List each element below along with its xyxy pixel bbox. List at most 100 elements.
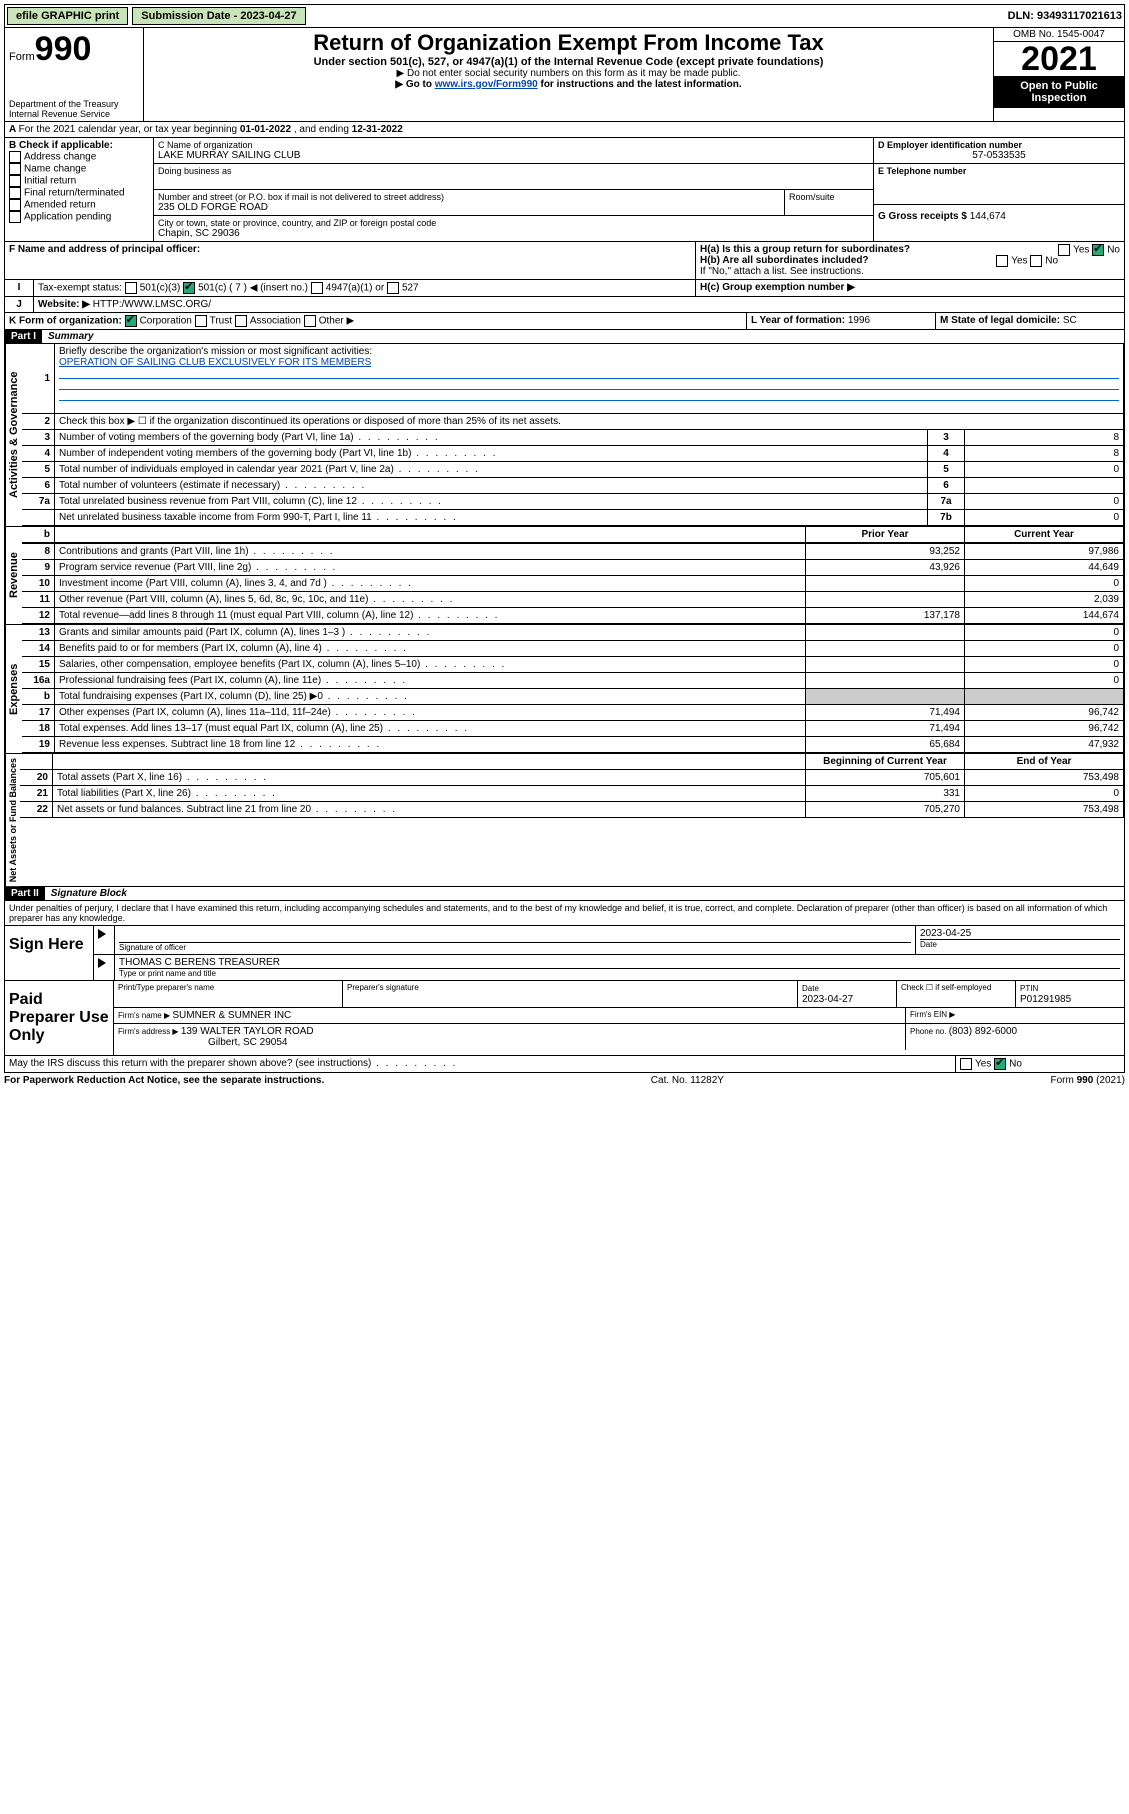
irs-no-label: No — [1009, 1059, 1022, 1070]
gross-receipts: 144,674 — [970, 211, 1006, 222]
check-other[interactable] — [304, 315, 316, 327]
klm-block: K Form of organization: Corporation Trus… — [4, 313, 1125, 330]
form-prefix: Form — [9, 51, 35, 63]
hb-yes[interactable] — [996, 255, 1008, 267]
c-label: C Name of organization — [158, 140, 869, 150]
m-label: M State of legal domicile: — [940, 315, 1063, 326]
check-name-change[interactable] — [9, 163, 21, 175]
ssn-note: ▶ Do not enter social security numbers o… — [150, 68, 987, 79]
table-row: 11Other revenue (Part VIII, column (A), … — [22, 592, 1124, 608]
goto-post: for instructions and the latest informat… — [538, 79, 742, 90]
vert-gov: Activities & Governance — [5, 344, 22, 526]
ha-no[interactable] — [1092, 244, 1104, 256]
table-row: 4Number of independent voting members of… — [22, 446, 1124, 462]
check-501c3[interactable] — [125, 282, 137, 294]
check-final[interactable] — [9, 187, 21, 199]
opt-initial: Initial return — [24, 176, 76, 187]
check-assoc[interactable] — [235, 315, 247, 327]
bcde-block: B Check if applicable: Address change Na… — [4, 138, 1125, 242]
check-501c[interactable] — [183, 282, 195, 294]
hb-no[interactable] — [1030, 255, 1042, 267]
phone-value: (803) 892-6000 — [949, 1026, 1017, 1037]
phone-label: Phone no. — [910, 1027, 949, 1036]
may-irs-row: May the IRS discuss this return with the… — [4, 1056, 1125, 1073]
type-name-label: Type or print name and title — [119, 968, 1120, 978]
hb-note: If "No," attach a list. See instructions… — [700, 266, 1120, 277]
firm-addr-label: Firm's address ▶ — [118, 1027, 181, 1036]
g-label: G Gross receipts $ — [878, 211, 970, 222]
submission-date-button[interactable]: Submission Date - 2023-04-27 — [132, 7, 305, 25]
officer-name: THOMAS C BERENS TREASURER — [119, 957, 1120, 968]
mission-text: OPERATION OF SAILING CLUB EXCLUSIVELY FO… — [59, 357, 371, 368]
no-label2: No — [1045, 256, 1058, 267]
ha-label: H(a) Is this a group return for subordin… — [700, 244, 910, 255]
l2-text: Check this box ▶ ☐ if the organization d… — [55, 414, 1124, 430]
i-4947: 4947(a)(1) or — [326, 283, 384, 294]
check-initial[interactable] — [9, 175, 21, 187]
a-mid: , and ending — [291, 124, 352, 135]
part2-badge: Part II — [5, 887, 45, 900]
ein-value: 57-0533535 — [878, 150, 1120, 161]
check-address-change[interactable] — [9, 151, 21, 163]
ij-block: I Tax-exempt status: 501(c)(3) 501(c) ( … — [4, 280, 1125, 297]
exp-table: 13Grants and similar amounts paid (Part … — [22, 625, 1124, 753]
check-trust[interactable] — [195, 315, 207, 327]
efile-button[interactable]: efile GRAPHIC print — [7, 7, 128, 25]
arrow-icon2 — [98, 958, 106, 968]
gov-section: Activities & Governance 1 Briefly descri… — [4, 344, 1125, 527]
ptin-label: PTIN — [1020, 984, 1038, 993]
paid-prep-label: Paid Preparer Use Only — [5, 981, 113, 1055]
table-row: 12Total revenue—add lines 8 through 11 (… — [22, 608, 1124, 624]
goto-note: ▶ Go to www.irs.gov/Form990 for instruct… — [150, 79, 987, 90]
check-4947[interactable] — [311, 282, 323, 294]
table-row: Net unrelated business taxable income fr… — [22, 510, 1124, 526]
opt-address: Address change — [24, 152, 96, 163]
table-row: 10Investment income (Part VIII, column (… — [22, 576, 1124, 592]
irs-yes[interactable] — [960, 1058, 972, 1070]
part1-badge: Part I — [5, 330, 42, 343]
vert-rev: Revenue — [5, 527, 22, 624]
check-amended[interactable] — [9, 199, 21, 211]
date-label: Date — [920, 939, 1120, 949]
table-row: 16aProfessional fundraising fees (Part I… — [22, 673, 1124, 689]
part1-header: Part I Summary — [4, 330, 1125, 344]
check-527[interactable] — [387, 282, 399, 294]
hb-label: H(b) Are all subordinates included? — [700, 255, 869, 266]
i-c: 501(c) ( 7 ) ◀ (insert no.) — [198, 283, 308, 294]
subdate-value: 2023-04-27 — [240, 10, 296, 22]
sig-date: 2023-04-25 — [920, 928, 1120, 939]
form-ref: Form 990 (2021) — [1051, 1075, 1125, 1086]
firm-ein-label: Firm's EIN ▶ — [906, 1008, 1124, 1023]
cat-no: Cat. No. 11282Y — [651, 1075, 724, 1086]
yes-label: Yes — [1073, 245, 1089, 256]
dln-label: DLN: — [1008, 10, 1037, 22]
ha-yes[interactable] — [1058, 244, 1070, 256]
irs-link[interactable]: www.irs.gov/Form990 — [435, 79, 538, 90]
k-trust: Trust — [210, 316, 232, 327]
e-label: E Telephone number — [878, 166, 1120, 176]
col-end: End of Year — [965, 754, 1124, 770]
open-inspection: Open to Public Inspection — [994, 76, 1124, 108]
pp-date: 2023-04-27 — [802, 994, 853, 1005]
d-label: D Employer identification number — [878, 140, 1120, 150]
net-table: Beginning of Current Year End of Year 20… — [20, 754, 1124, 818]
pp-date-label: Date — [802, 984, 819, 993]
hc-label: H(c) Group exemption number ▶ — [700, 282, 855, 293]
line-a: A For the 2021 calendar year, or tax yea… — [4, 122, 1125, 138]
i-c3: 501(c)(3) — [140, 283, 181, 294]
irs-no[interactable] — [994, 1058, 1006, 1070]
i-527: 527 — [402, 283, 419, 294]
irs-yes-label: Yes — [975, 1059, 991, 1070]
check-pending[interactable] — [9, 211, 21, 223]
a-pre: For the 2021 calendar year, or tax year … — [19, 124, 240, 135]
b-label: B Check if applicable: — [9, 140, 149, 151]
check-corp[interactable] — [125, 315, 137, 327]
arrow-icon — [98, 929, 106, 939]
sign-here-label: Sign Here — [5, 926, 93, 980]
city-label: City or town, state or province, country… — [158, 218, 869, 228]
fh-block: F Name and address of principal officer:… — [4, 242, 1125, 280]
l-label: L Year of formation: — [751, 315, 848, 326]
dept-treasury: Department of the Treasury — [9, 99, 139, 109]
website-value: HTTP:/WWW.LMSC.ORG/ — [93, 299, 211, 310]
sign-here-block: Sign Here Signature of officer 2023-04-2… — [4, 926, 1125, 981]
